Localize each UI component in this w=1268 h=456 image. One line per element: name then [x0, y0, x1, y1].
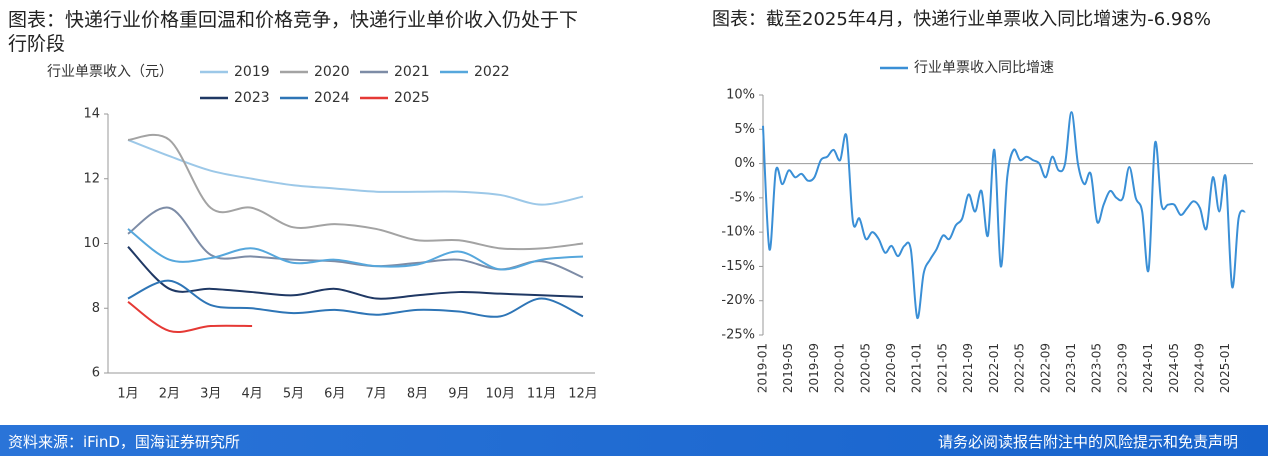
x-tick-label: 2021-09 — [961, 343, 975, 393]
y-tick-label: 14 — [83, 107, 100, 122]
y-axis-label: 行业单票收入（元） — [47, 64, 173, 80]
y-tick-label: -25% — [721, 328, 755, 343]
x-tick-label: 2024-09 — [1193, 343, 1207, 393]
x-tick-label: 2023-05 — [1090, 343, 1104, 393]
legend-label: 2020 — [314, 64, 350, 80]
legend-label: 行业单票收入同比增速 — [914, 60, 1054, 76]
series-line — [127, 133, 584, 251]
chart-title: 图表：快递行业价格重回温和价格竞争，快递行业单价收入仍处于下行阶段 — [8, 9, 579, 55]
x-tick-label: 7月 — [366, 387, 387, 402]
x-tick-label: 2025-01 — [1218, 343, 1232, 393]
series-line — [127, 279, 584, 318]
y-tick-label: 0% — [734, 156, 755, 171]
legend-label: 2021 — [394, 64, 430, 80]
x-tick-label: 2022-09 — [1038, 343, 1052, 393]
y-tick-label: 6 — [92, 366, 100, 381]
legend-label: 2023 — [234, 90, 270, 106]
x-tick-label: 2020-05 — [858, 343, 872, 393]
y-tick-label: 5% — [734, 122, 755, 137]
x-tick-label: 2024-01 — [1141, 343, 1155, 393]
y-tick-label: -20% — [721, 293, 755, 308]
x-tick-label: 2022-05 — [1013, 343, 1027, 393]
y-tick-label: 10 — [83, 236, 100, 251]
x-tick-label: 2月 — [159, 387, 180, 402]
x-tick-label: 1月 — [117, 387, 138, 402]
y-tick-label: -5% — [730, 190, 755, 205]
x-tick-label: 2019-01 — [756, 343, 770, 393]
legend-label: 2024 — [314, 90, 350, 106]
disclaimer: 请务必阅读报告附注中的风险提示和免责声明 — [937, 433, 1238, 451]
x-tick-label: 5月 — [283, 387, 304, 402]
x-tick-label: 2020-09 — [884, 343, 898, 393]
x-tick-label: 2019-05 — [781, 343, 795, 393]
x-tick-label: 2021-05 — [935, 343, 949, 393]
x-tick-label: 2023-09 — [1115, 343, 1129, 393]
x-tick-label: 10月 — [485, 387, 515, 402]
legend-label: 2019 — [234, 64, 270, 80]
source: 资料来源：iFinD，国海证券研究所 — [8, 433, 240, 451]
x-tick-label: 2019-09 — [807, 343, 821, 393]
y-tick-label: 8 — [92, 301, 100, 316]
x-tick-label: 2021-01 — [910, 343, 924, 393]
series-line — [762, 111, 1246, 319]
series-line — [127, 228, 584, 271]
x-tick-label: 11月 — [527, 387, 557, 402]
x-tick-label: 12月 — [568, 387, 598, 402]
y-tick-label: -15% — [721, 259, 755, 274]
y-tick-label: -10% — [721, 225, 755, 240]
x-tick-label: 6月 — [324, 387, 345, 402]
chart-title: 图表：截至2025年4月，快递行业单票收入同比增速为-6.98% — [712, 9, 1211, 30]
x-tick-label: 2020-01 — [833, 343, 847, 393]
charts: 6 8 10 12 14 1月 2月 3月 4月 5月 6月 7月 8月 9月 10月 11月 12月 行业单票收… — [47, 60, 1253, 402]
series-line — [127, 246, 584, 300]
x-tick-label: 4月 — [241, 387, 262, 402]
series-line — [127, 138, 584, 206]
x-tick-label: 8月 — [407, 387, 428, 402]
legend-label: 2022 — [474, 64, 510, 80]
series-line — [127, 300, 253, 333]
x-tick-label: 2023-01 — [1064, 343, 1078, 393]
x-tick-label: 2024-05 — [1167, 343, 1181, 393]
y-tick-label: 12 — [83, 171, 100, 186]
x-tick-label: 3月 — [200, 387, 221, 402]
x-tick-label: 2022-01 — [987, 343, 1001, 393]
y-tick-label: 10% — [726, 88, 755, 103]
x-tick-label: 9月 — [448, 387, 469, 402]
legend-label: 2025 — [394, 90, 430, 106]
footer: 资料来源：iFinD，国海证券研究所 请务必阅读报告附注中的风险提示和免责声明 — [0, 425, 1268, 456]
